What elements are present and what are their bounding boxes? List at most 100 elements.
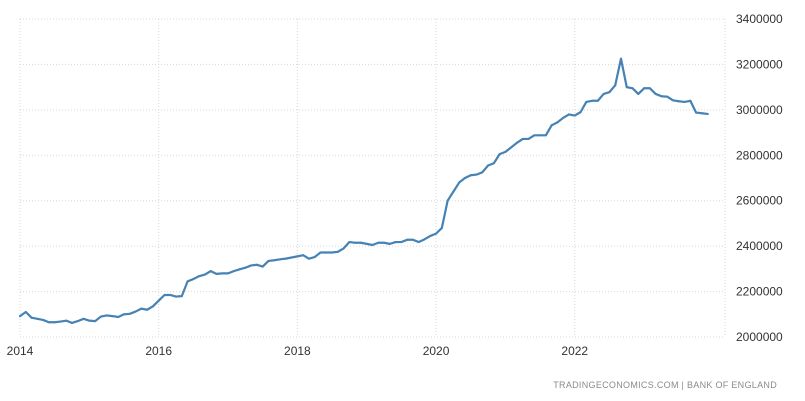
series-line — [18, 57, 709, 325]
data-point — [105, 314, 108, 317]
grid-lines — [19, 18, 726, 338]
data-point — [221, 272, 224, 275]
data-point — [683, 100, 686, 103]
data-point — [244, 266, 247, 269]
data-point — [521, 137, 524, 140]
data-point — [111, 315, 114, 318]
data-point — [579, 111, 582, 114]
data-point — [666, 95, 669, 98]
data-point — [186, 280, 189, 283]
data-point — [527, 137, 530, 140]
data-point — [435, 232, 438, 235]
data-point — [429, 234, 432, 237]
data-point — [169, 293, 172, 296]
data-point — [573, 114, 576, 117]
data-point — [648, 87, 651, 90]
x-tick-label: 2016 — [145, 344, 172, 358]
data-point — [232, 270, 235, 273]
data-point — [550, 124, 553, 127]
data-point — [279, 258, 282, 261]
data-point — [671, 99, 674, 102]
data-point — [128, 312, 131, 315]
data-point — [608, 91, 611, 94]
data-point — [342, 247, 345, 250]
data-point — [515, 141, 518, 144]
data-point — [302, 254, 305, 257]
data-point — [377, 241, 380, 244]
data-point — [59, 320, 62, 323]
data-point — [336, 250, 339, 253]
data-point — [602, 92, 605, 95]
data-point — [706, 112, 709, 115]
data-point — [94, 320, 97, 323]
data-point — [700, 112, 703, 115]
y-tick-label: 2200000 — [736, 285, 783, 299]
data-point — [365, 242, 368, 245]
data-point — [307, 257, 310, 260]
data-point — [65, 319, 68, 322]
data-point — [567, 113, 570, 116]
data-point — [198, 275, 201, 278]
data-point — [631, 87, 634, 90]
y-tick-label: 2800000 — [736, 148, 783, 162]
data-point — [492, 162, 495, 165]
data-point — [47, 321, 50, 324]
data-point — [203, 273, 206, 276]
data-point — [544, 134, 547, 137]
data-point — [348, 241, 351, 244]
data-point — [175, 295, 178, 298]
data-point — [209, 270, 212, 273]
data-point — [469, 174, 472, 177]
data-point — [406, 238, 409, 241]
data-point — [695, 111, 698, 114]
y-tick-label: 3400000 — [736, 12, 783, 26]
data-point — [123, 313, 126, 316]
y-tick-label: 2000000 — [736, 330, 783, 344]
data-point — [625, 86, 628, 89]
x-tick-label: 2020 — [423, 344, 450, 358]
data-point — [660, 95, 663, 98]
data-point — [163, 293, 166, 296]
data-point — [319, 251, 322, 254]
data-point — [42, 318, 45, 321]
data-point — [596, 99, 599, 102]
data-point — [88, 319, 91, 322]
data-point — [140, 307, 143, 310]
data-point — [643, 87, 646, 90]
data-point — [388, 242, 391, 245]
data-point — [504, 150, 507, 153]
data-point — [180, 295, 183, 298]
data-point — [619, 57, 622, 60]
data-point — [423, 238, 426, 241]
data-point — [614, 84, 617, 87]
data-point — [192, 278, 195, 281]
data-point — [284, 257, 287, 260]
data-point — [325, 251, 328, 254]
y-tick-label: 2600000 — [736, 194, 783, 208]
data-point — [255, 263, 258, 266]
data-point — [452, 190, 455, 193]
series-layer — [18, 57, 709, 325]
data-point — [677, 100, 680, 103]
source-attribution: TRADINGECONOMICS.COM | BANK OF ENGLAND — [553, 380, 777, 390]
y-tick-label: 2400000 — [736, 239, 783, 253]
data-point — [417, 241, 420, 244]
x-tick-label: 2022 — [561, 344, 588, 358]
data-point — [539, 134, 542, 137]
data-point — [134, 310, 137, 313]
data-point — [296, 255, 299, 258]
data-point — [76, 320, 79, 323]
data-point — [250, 264, 253, 267]
data-point — [498, 153, 501, 156]
data-point — [261, 265, 264, 268]
data-point — [331, 251, 334, 254]
data-point — [313, 256, 316, 259]
data-point — [383, 241, 386, 244]
data-point — [556, 121, 559, 124]
data-point — [30, 316, 33, 319]
axis-tick-labels: 2000000 2200000 2400000 2600000 2800000 30000… — [7, 12, 783, 358]
data-point — [24, 311, 27, 314]
data-point — [82, 317, 85, 320]
data-point — [463, 177, 466, 179]
data-point — [267, 259, 270, 262]
